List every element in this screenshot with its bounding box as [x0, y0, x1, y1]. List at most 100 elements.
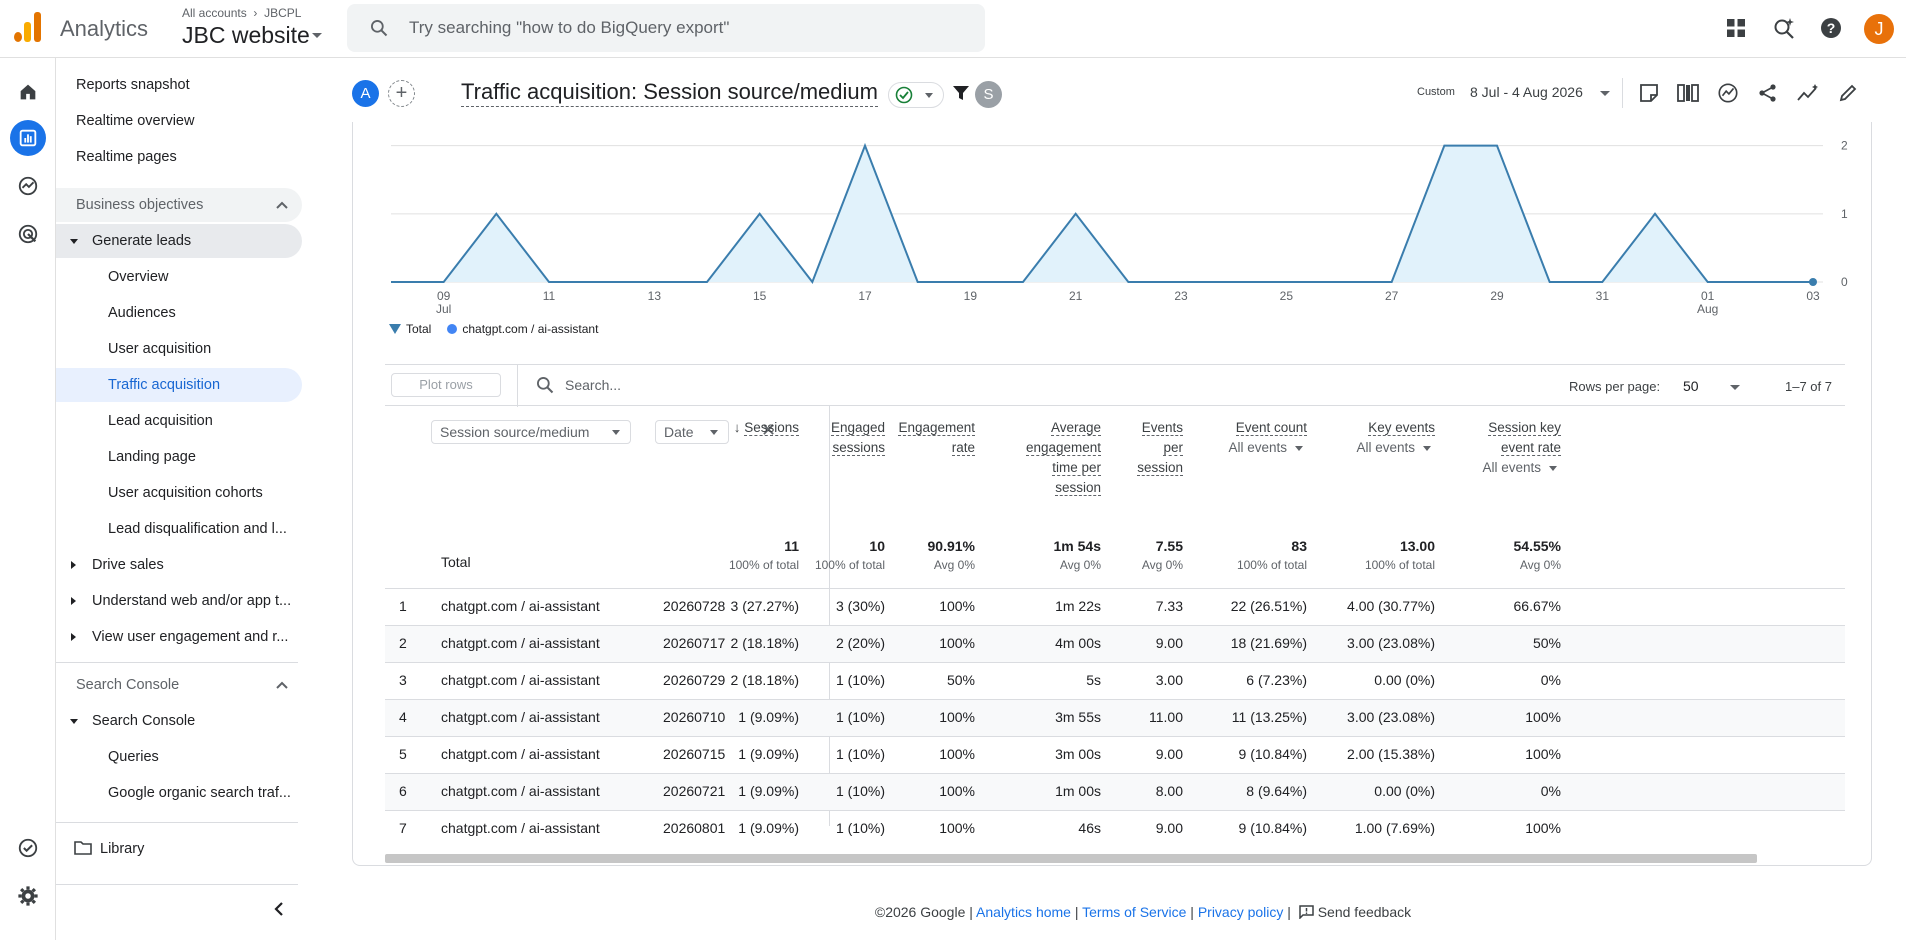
send-feedback-link[interactable]: Send feedback	[1317, 904, 1412, 920]
nav-user-acquisition-cohorts[interactable]: User acquisition cohorts	[108, 485, 263, 501]
nav-reports-snapshot[interactable]: Reports snapshot	[76, 77, 190, 93]
nav-overview[interactable]: Overview	[108, 269, 169, 285]
breadcrumb-all-accounts[interactable]: All accounts	[182, 6, 247, 20]
column-header-6[interactable]: Event count All events	[1187, 418, 1307, 458]
admin-gear-icon[interactable]	[10, 878, 46, 914]
terms-link[interactable]: Terms of Service	[1082, 904, 1187, 920]
date-range-value[interactable]: 8 Jul - 4 Aug 2026	[1470, 84, 1583, 100]
table-search-input[interactable]	[565, 373, 965, 397]
nav-landing-page[interactable]: Landing page	[108, 449, 196, 465]
date-cell: 20260710	[663, 709, 726, 725]
event-filter-select[interactable]: All events	[1441, 458, 1561, 478]
collapse-nav-chevron-icon[interactable]	[266, 896, 292, 922]
nav-lead-acquisition[interactable]: Lead acquisition	[108, 413, 213, 429]
filter-icon[interactable]	[952, 84, 970, 102]
nav-section-business-objectives[interactable]: Business objectives	[56, 188, 302, 222]
apps-grid-icon[interactable]	[1723, 15, 1749, 41]
column-header-5[interactable]: Events per session	[1103, 418, 1183, 478]
secondary-dimension-select[interactable]: Date	[655, 420, 729, 444]
help-icon[interactable]: ?	[1818, 15, 1844, 41]
nav-google-organic-search[interactable]: Google organic search traf...	[108, 785, 291, 801]
total-percent: 100% of total	[1236, 558, 1307, 572]
table-row[interactable]: 4 chatgpt.com / ai-assistant 20260710 1 (9.…	[385, 699, 1845, 736]
metric-cell: 9.00	[1155, 746, 1183, 762]
advertising-icon[interactable]	[10, 216, 46, 252]
global-search[interactable]	[347, 4, 985, 52]
analytics-home-link[interactable]: Analytics home	[976, 904, 1071, 920]
account-breadcrumb[interactable]: All accounts › JBCPL	[182, 6, 301, 20]
user-avatar[interactable]: J	[1864, 14, 1894, 44]
remove-dimension-close-icon[interactable]: ✕	[761, 420, 777, 440]
breadcrumb-chevron-icon: ›	[250, 6, 261, 20]
table-row[interactable]: 7 chatgpt.com / ai-assistant 20260801 1 (9.…	[385, 810, 1845, 847]
table-row[interactable]: 6 chatgpt.com / ai-assistant 20260721 1 (9.…	[385, 773, 1845, 810]
column-header-1[interactable]: ↓ Sessions	[689, 418, 799, 438]
horizontal-scrollbar[interactable]	[385, 854, 1757, 863]
nav-library[interactable]: Library	[56, 832, 302, 866]
nav-group-drive-sales[interactable]: Drive sales	[56, 548, 302, 582]
table-row[interactable]: 3 chatgpt.com / ai-assistant 20260729 2 (18…	[385, 662, 1845, 699]
nav-group-user-engagement[interactable]: View user engagement and r...	[56, 620, 302, 654]
segment-chip[interactable]: S	[975, 81, 1002, 108]
configure-icon[interactable]	[10, 830, 46, 866]
annotation-note-icon[interactable]	[1637, 81, 1661, 105]
insights-icon[interactable]	[1716, 81, 1740, 105]
column-header-4[interactable]: Average engagement time per session	[991, 418, 1101, 498]
column-header-7[interactable]: Key events All events	[1315, 418, 1435, 458]
rows-per-page-select[interactable]: 50	[1683, 378, 1699, 394]
nav-realtime-overview[interactable]: Realtime overview	[76, 113, 195, 129]
compare-columns-icon[interactable]	[1676, 81, 1700, 105]
metric-cell: 0.00 (0%)	[1374, 672, 1435, 688]
nav-group-understand-web[interactable]: Understand web and/or app t...	[56, 584, 302, 618]
nav-lead-disqualification[interactable]: Lead disqualification and l...	[108, 521, 287, 537]
report-title[interactable]: Traffic acquisition: Session source/medi…	[461, 79, 878, 107]
table-row[interactable]: 2 chatgpt.com / ai-assistant 20260717 2 (18…	[385, 625, 1845, 662]
table-row[interactable]: 1 chatgpt.com / ai-assistant 20260728 3 (27…	[385, 588, 1845, 625]
global-search-input[interactable]	[409, 4, 969, 52]
date-range-label[interactable]: Custom	[1417, 86, 1455, 98]
edit-pencil-icon[interactable]	[1836, 81, 1860, 105]
series-area	[391, 145, 1813, 282]
property-selector[interactable]: JBC website	[182, 22, 310, 48]
primary-dimension-label: Session source/medium	[440, 424, 590, 440]
metric-cell: 8.00	[1155, 783, 1183, 799]
share-icon[interactable]	[1756, 81, 1780, 105]
add-comparison-button[interactable]: +	[388, 80, 415, 107]
metric-cell: 50%	[946, 672, 975, 688]
column-header-3[interactable]: Engagement rate	[885, 418, 975, 458]
rows-per-page-caret-icon[interactable]	[1730, 385, 1740, 390]
column-header-8[interactable]: Session key event rate All events	[1441, 418, 1561, 478]
primary-dimension-select[interactable]: Session source/medium	[431, 420, 631, 444]
report-status-chip[interactable]	[888, 82, 944, 108]
privacy-link[interactable]: Privacy policy	[1197, 904, 1284, 920]
nav-queries[interactable]: Queries	[108, 749, 159, 765]
nav-section-search-console[interactable]: Search Console	[56, 668, 302, 702]
metric-cell: 2 (18.18%)	[730, 672, 799, 688]
nav-group-search-console[interactable]: Search Console	[56, 704, 302, 738]
plot-rows-button[interactable]: Plot rows	[391, 373, 501, 397]
property-caret-icon[interactable]	[312, 33, 322, 38]
date-range-caret-icon[interactable]	[1600, 91, 1610, 96]
analytics-logo[interactable]	[14, 12, 42, 42]
total-cell: 54.55% Avg 0%	[1421, 538, 1561, 572]
nav-realtime-pages[interactable]: Realtime pages	[76, 149, 177, 165]
reports-icon[interactable]	[10, 120, 46, 156]
explore-icon[interactable]	[10, 168, 46, 204]
column-header-2[interactable]: Engaged sessions	[795, 418, 885, 458]
nav-audiences[interactable]: Audiences	[108, 305, 176, 321]
event-filter-select[interactable]: All events	[1315, 438, 1435, 458]
insights-search-icon[interactable]	[1771, 15, 1797, 41]
date-cell: 20260801	[663, 820, 726, 836]
feedback-icon[interactable]	[1299, 905, 1314, 920]
home-icon[interactable]	[10, 74, 46, 110]
table-row[interactable]: 5 chatgpt.com / ai-assistant 20260715 1 (9.…	[385, 736, 1845, 773]
nav-user-acquisition[interactable]: User acquisition	[108, 341, 212, 357]
comparison-chip[interactable]: A	[352, 80, 379, 107]
event-filter-select[interactable]: All events	[1187, 438, 1307, 458]
column-header-text: session	[1137, 460, 1183, 476]
nav-group-generate-leads[interactable]: Generate leads	[56, 224, 302, 258]
nav-traffic-acquisition[interactable]: Traffic acquisition	[56, 368, 302, 402]
breadcrumb-account[interactable]: JBCPL	[264, 6, 302, 20]
trend-sparkle-icon[interactable]	[1796, 81, 1820, 105]
series-line-total	[391, 142, 1813, 285]
